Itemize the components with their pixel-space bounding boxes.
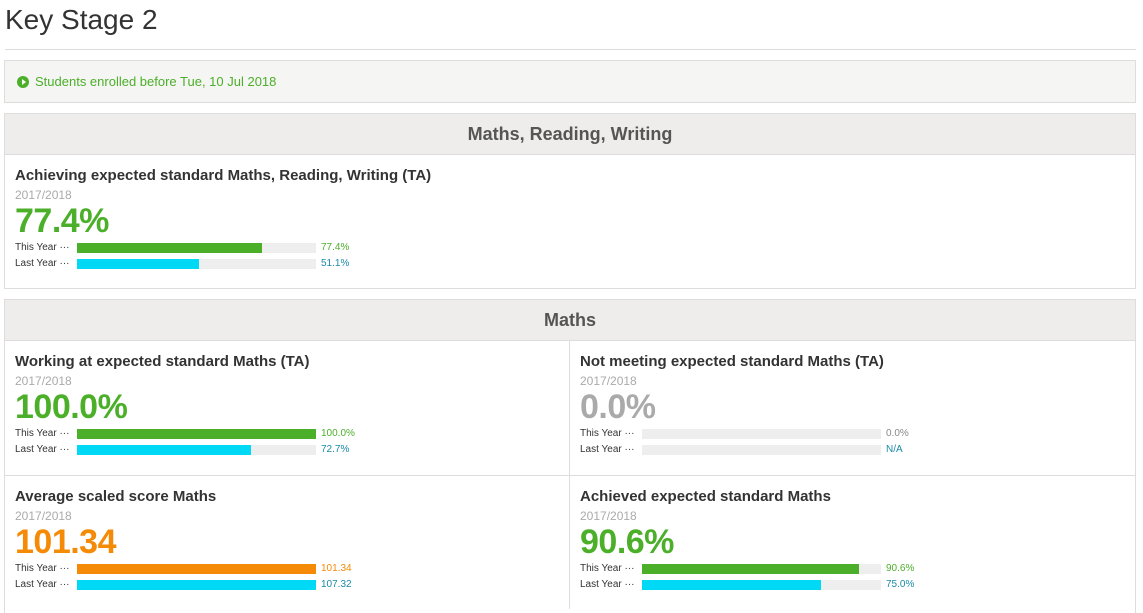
section-maths: Maths Working at expected standard Maths… (4, 299, 1136, 613)
section-header: Maths (5, 300, 1135, 341)
metric-year: 2017/2018 (15, 374, 72, 388)
metric-title: Not meeting expected standard Maths (TA) (580, 353, 884, 370)
section-header: Maths, Reading, Writing (5, 114, 1135, 155)
metric-year: 2017/2018 (15, 188, 72, 202)
last-year-row: Last Year ··· N/A (580, 442, 1125, 457)
last-year-value: 51.1% (321, 258, 350, 269)
this-year-bar-track (642, 428, 881, 439)
last-year-row: Last Year ··· 107.32 (15, 577, 559, 592)
last-year-label: Last Year ··· (15, 579, 70, 590)
metric-title: Working at expected standard Maths (TA) (15, 353, 310, 370)
this-year-row: This Year ··· 77.4% (15, 240, 1125, 255)
last-year-label: Last Year ··· (15, 258, 70, 269)
metric-year: 2017/2018 (580, 374, 637, 388)
last-year-value: N/A (886, 444, 903, 455)
filter-label[interactable]: Students enrolled before Tue, 10 Jul 201… (35, 74, 277, 89)
this-year-bar (77, 563, 316, 574)
last-year-row: Last Year ··· 75.0% (580, 577, 1125, 592)
section-maths-reading-writing: Maths, Reading, Writing Achieving expect… (4, 113, 1136, 289)
this-year-row: This Year ··· 100.0% (15, 426, 559, 441)
last-year-value: 72.7% (321, 444, 350, 455)
this-year-label: This Year ··· (580, 563, 635, 574)
last-year-bar (77, 258, 200, 269)
this-year-bar-track (77, 242, 316, 253)
metric-value: 0.0% (580, 388, 656, 426)
metric-title: Average scaled score Maths (15, 488, 217, 505)
metric-value: 77.4% (15, 202, 109, 240)
last-year-bar-track (642, 579, 881, 590)
this-year-bar (77, 242, 262, 253)
filter-bar[interactable]: Students enrolled before Tue, 10 Jul 201… (4, 60, 1136, 103)
this-year-label: This Year ··· (15, 242, 70, 253)
title-divider (5, 49, 1136, 50)
last-year-label: Last Year ··· (15, 444, 70, 455)
metric-card[interactable]: Average scaled score Maths 2017/2018 101… (5, 475, 570, 609)
metric-value: 100.0% (15, 388, 128, 426)
last-year-bar (77, 579, 316, 590)
this-year-row: This Year ··· 101.34 (15, 561, 559, 576)
last-year-bar-track (77, 258, 316, 269)
last-year-bar-track (642, 444, 881, 455)
play-icon[interactable] (17, 75, 29, 88)
this-year-label: This Year ··· (15, 563, 70, 574)
metric-value: 90.6% (580, 523, 674, 561)
metric-title: Achieving expected standard Maths, Readi… (15, 167, 432, 184)
this-year-value: 100.0% (321, 428, 355, 439)
this-year-value: 101.34 (321, 563, 352, 574)
metric-year: 2017/2018 (15, 509, 72, 523)
last-year-value: 107.32 (321, 579, 352, 590)
metric-year: 2017/2018 (580, 509, 637, 523)
this-year-value: 90.6% (886, 563, 915, 574)
metric-title: Achieved expected standard Maths (580, 488, 831, 505)
page-title: Key Stage 2 (5, 4, 158, 35)
last-year-bar-track (77, 579, 316, 590)
this-year-label: This Year ··· (15, 428, 70, 439)
metric-card[interactable]: Working at expected standard Maths (TA) … (5, 341, 570, 475)
metric-value: 101.34 (15, 523, 117, 561)
this-year-row: This Year ··· 90.6% (580, 561, 1125, 576)
last-year-label: Last Year ··· (580, 444, 635, 455)
last-year-bar-track (77, 444, 316, 455)
this-year-bar-track (642, 563, 881, 574)
this-year-bar (77, 428, 316, 439)
this-year-bar-track (77, 428, 316, 439)
this-year-value: 77.4% (321, 242, 350, 253)
metric-card[interactable]: Not meeting expected standard Maths (TA)… (570, 341, 1135, 475)
last-year-row: Last Year ··· 72.7% (15, 442, 559, 457)
metric-card[interactable]: Achieving expected standard Maths, Readi… (5, 155, 1135, 288)
this-year-label: This Year ··· (580, 428, 635, 439)
section-title: Maths, Reading, Writing (467, 123, 673, 144)
metric-card[interactable]: Achieved expected standard Maths 2017/20… (570, 475, 1135, 609)
last-year-label: Last Year ··· (580, 579, 635, 590)
last-year-row: Last Year ··· 51.1% (15, 256, 1125, 271)
this-year-row: This Year ··· 0.0% (580, 426, 1125, 441)
last-year-bar (77, 444, 251, 455)
last-year-value: 75.0% (886, 579, 915, 590)
this-year-bar-track (77, 563, 316, 574)
this-year-value: 0.0% (886, 428, 909, 439)
this-year-bar (642, 563, 859, 574)
section-title: Maths (543, 309, 596, 330)
last-year-bar (642, 579, 822, 590)
